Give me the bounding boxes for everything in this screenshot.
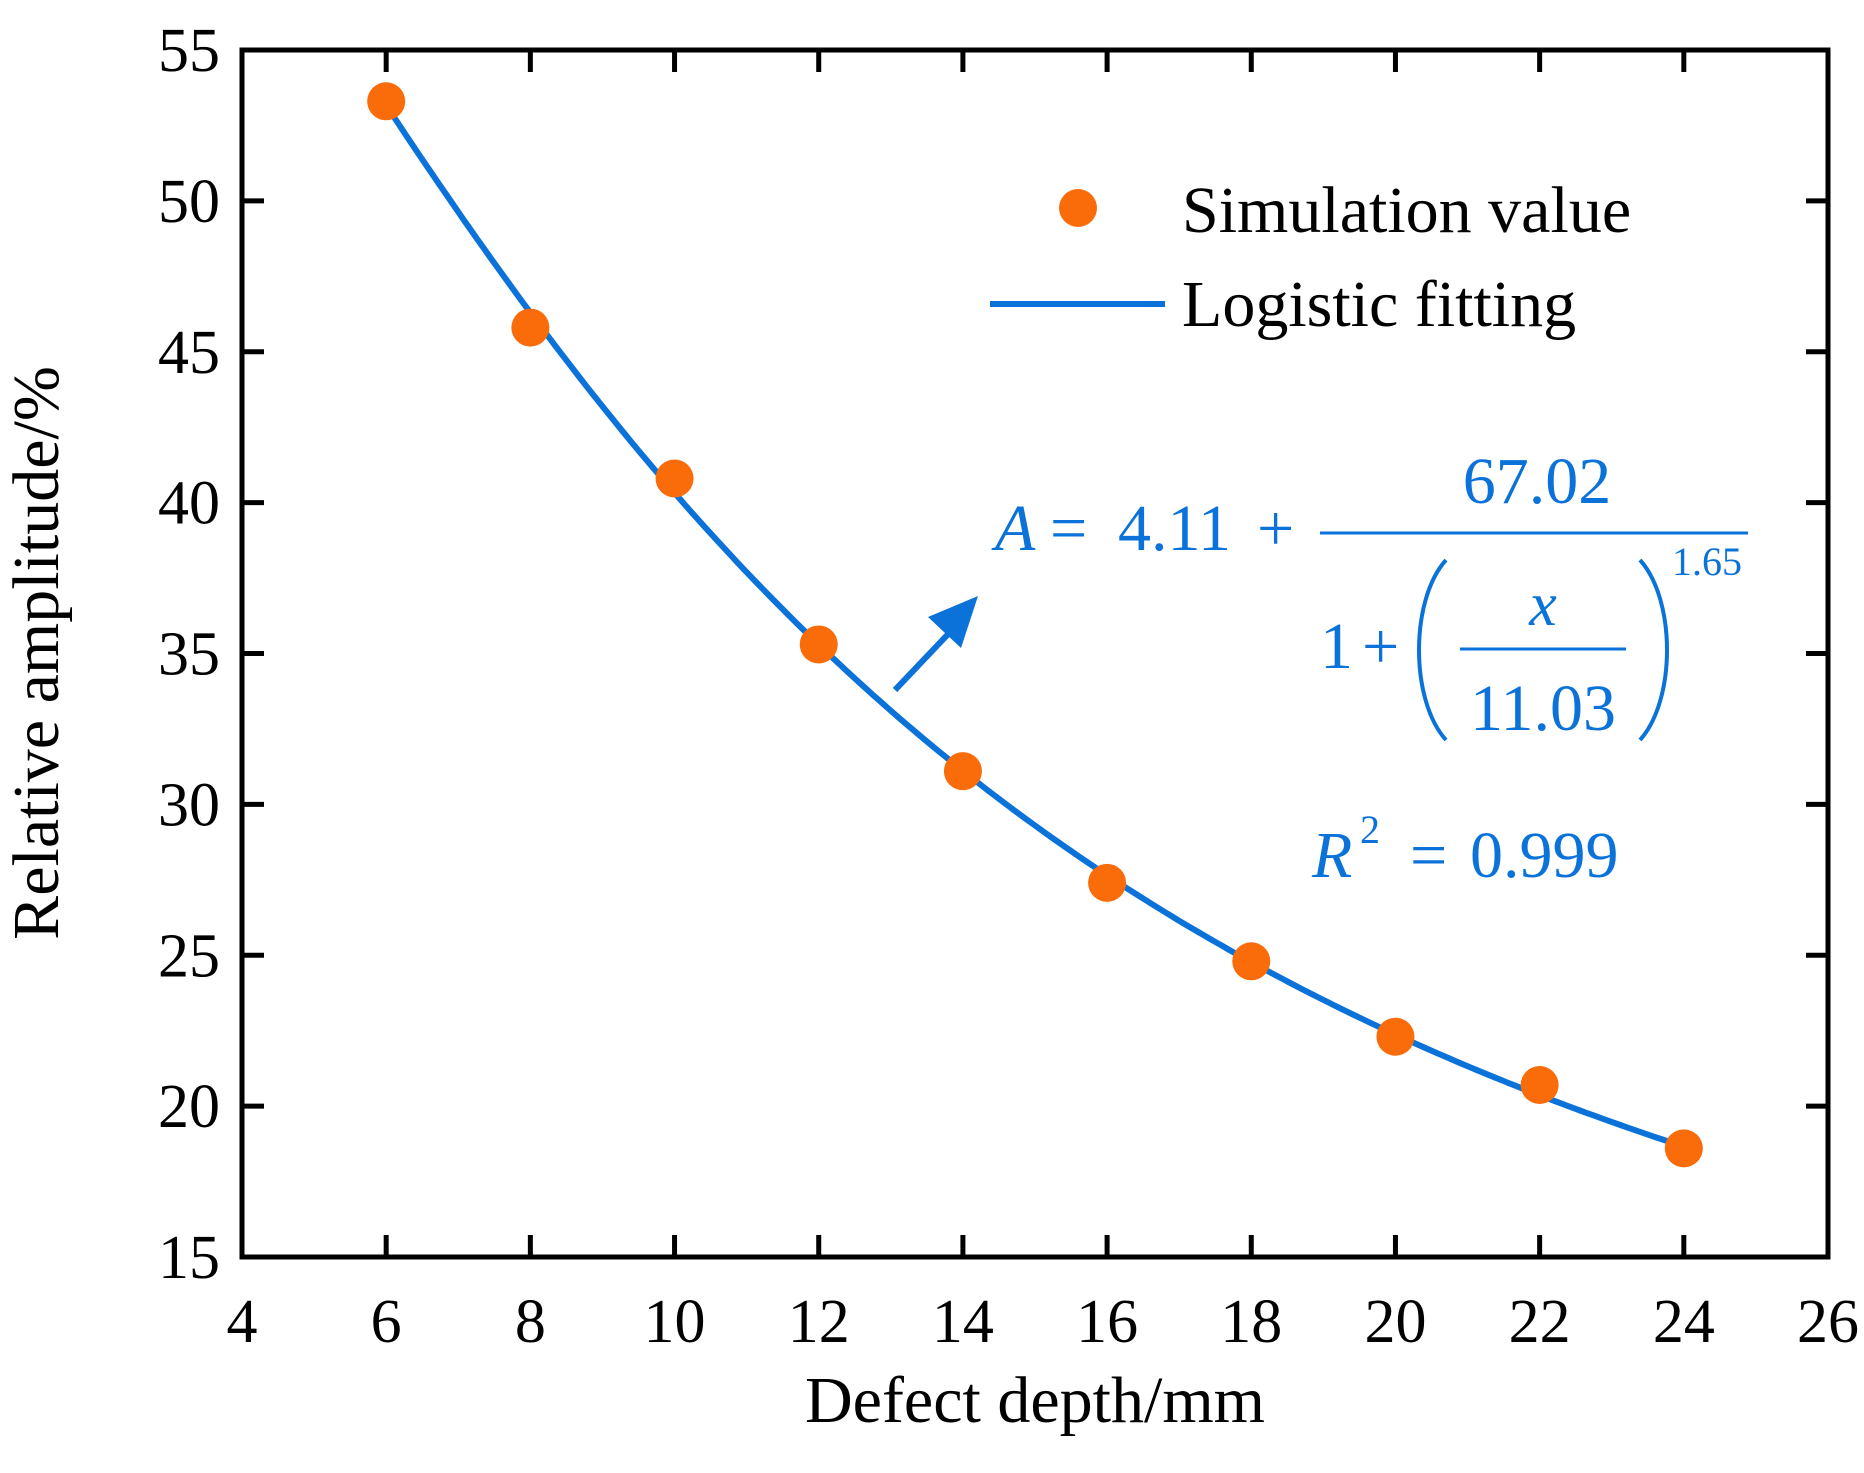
r2-symbol: R <box>1311 819 1352 892</box>
fit-equation: A = 4.11 + 67.02 1 + x 11.03 1.65 <box>991 445 1748 745</box>
x-tick-label: 18 <box>1220 1288 1282 1356</box>
scatter-point <box>799 625 838 664</box>
eq-denominator-plus: + <box>1362 610 1399 683</box>
eq-fraction-variable: x <box>1528 571 1557 639</box>
fit-curve-layer <box>383 103 1685 1150</box>
scatter-point <box>511 308 550 347</box>
r2-equals: = <box>1410 819 1447 892</box>
y-tick-label: 40 <box>158 470 220 538</box>
eq-lhs: A <box>991 492 1036 565</box>
eq-plus: + <box>1257 492 1294 565</box>
legend-marker-simulation <box>1059 189 1097 227</box>
axis-ticks <box>239 47 1831 1260</box>
x-tick-label: 22 <box>1509 1288 1571 1356</box>
eq-left-paren <box>1417 558 1448 742</box>
legend: Simulation value Logistic fitting <box>990 174 1631 341</box>
y-tick-label: 15 <box>158 1224 220 1292</box>
x-tick-label: 24 <box>1653 1288 1715 1356</box>
eq-exponent: 1.65 <box>1672 539 1742 584</box>
scatter-point <box>1376 1017 1415 1056</box>
legend-label-simulation: Simulation value <box>1182 174 1631 247</box>
scatter-point <box>655 459 694 498</box>
x-tick-label: 16 <box>1076 1288 1138 1356</box>
fit-curve-line <box>383 103 1685 1150</box>
x-tick-label: 12 <box>788 1288 850 1356</box>
r-squared: R 2 = 0.999 <box>1311 807 1619 892</box>
legend-label-fitting: Logistic fitting <box>1182 268 1576 341</box>
eq-fraction-divisor: 11.03 <box>1470 672 1616 745</box>
x-axis-title: Defect depth/mm <box>805 1364 1265 1437</box>
x-tick-label: 10 <box>644 1288 706 1356</box>
r2-power: 2 <box>1360 807 1380 852</box>
x-tick-labels: 4 6 8 10 12 14 16 18 20 22 24 26 <box>227 1288 1860 1356</box>
y-tick-label: 35 <box>158 621 220 689</box>
scatter-point <box>1664 1129 1703 1168</box>
scatter-point <box>943 752 982 791</box>
x-tick-label: 4 <box>227 1288 258 1356</box>
y-axis-title: Relative amplitude/% <box>0 366 73 940</box>
y-tick-labels: 15 20 25 30 35 40 45 50 55 <box>158 17 220 1292</box>
scatter-point <box>1520 1066 1559 1105</box>
eq-constant: 4.11 <box>1118 492 1231 565</box>
x-tick-label: 26 <box>1797 1288 1859 1356</box>
y-tick-label: 45 <box>158 319 220 387</box>
y-tick-label: 55 <box>158 17 220 85</box>
y-tick-label: 25 <box>158 922 220 990</box>
r2-value: 0.999 <box>1470 819 1619 892</box>
annotation-arrow <box>892 596 978 693</box>
y-tick-label: 30 <box>158 771 220 839</box>
x-tick-label: 14 <box>932 1288 994 1356</box>
eq-numerator: 67.02 <box>1463 445 1612 518</box>
eq-right-paren <box>1638 558 1669 742</box>
eq-denominator-one: 1 <box>1320 610 1353 683</box>
x-tick-label: 20 <box>1364 1288 1426 1356</box>
x-tick-label: 8 <box>515 1288 546 1356</box>
x-tick-label: 6 <box>371 1288 402 1356</box>
scatter-point <box>1088 863 1127 902</box>
scatter-point <box>1232 942 1271 981</box>
y-tick-label: 20 <box>158 1073 220 1141</box>
scatter-points-layer <box>367 82 1703 1168</box>
y-tick-label: 50 <box>158 168 220 236</box>
scatter-point <box>367 82 406 121</box>
eq-equals: = <box>1050 492 1087 565</box>
